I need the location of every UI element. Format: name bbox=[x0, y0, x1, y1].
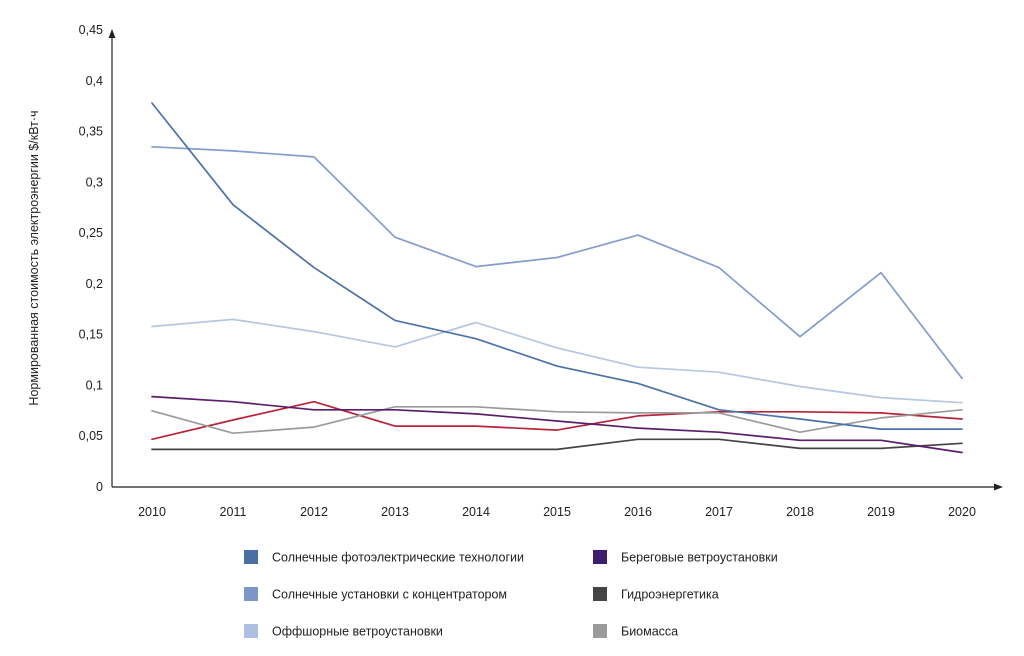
legend-label: Оффшорные ветроустановки bbox=[272, 625, 443, 639]
series-line bbox=[151, 145, 963, 380]
y-tick-label: 0,15 bbox=[79, 328, 103, 342]
y-tick-label: 0,4 bbox=[86, 74, 103, 88]
y-tick-label: 0,1 bbox=[86, 378, 103, 392]
legend: Солнечные фотоэлектрические технологии Со… bbox=[244, 550, 778, 639]
x-tick-label: 2014 bbox=[462, 505, 490, 519]
x-tick-label: 2011 bbox=[220, 505, 247, 519]
y-axis-label: Нормированная стоимость электроэнергии $… bbox=[27, 110, 41, 405]
y-tick-label: 0,2 bbox=[86, 277, 103, 291]
y-tick-label: 0,05 bbox=[79, 429, 103, 443]
x-axis-arrow bbox=[994, 483, 1003, 491]
legend-item: Солнечные фотоэлектрические технологии bbox=[244, 550, 524, 565]
legend-label: Солнечные фотоэлектрические технологии bbox=[272, 551, 524, 565]
x-tick-label: 2013 bbox=[381, 505, 409, 519]
series-line bbox=[151, 318, 963, 404]
series-line bbox=[151, 102, 963, 430]
x-tick-label: 2012 bbox=[300, 505, 328, 519]
legend-item: Биомасса bbox=[593, 624, 678, 639]
chart-axes bbox=[108, 29, 1003, 491]
legend-label: Береговые ветроустановки bbox=[621, 551, 778, 565]
legend-label: Гидроэнергетика bbox=[621, 588, 719, 602]
legend-swatch bbox=[593, 550, 607, 564]
legend-swatch bbox=[593, 624, 607, 638]
x-tick-label: 2010 bbox=[138, 505, 166, 519]
legend-swatch bbox=[244, 624, 258, 638]
x-axis-ticks: 2010 2011 2012 2013 2014 2015 2016 2017 2018 2019… bbox=[138, 505, 976, 519]
y-axis-arrow bbox=[108, 29, 116, 38]
legend-item: Береговые ветроустановки bbox=[593, 550, 778, 565]
y-axis-ticks: 0 0,05 0,1 0,15 0,2 0,25 0,3 0,35 0,4 0,45 bbox=[79, 23, 103, 494]
legend-item: Гидроэнергетика bbox=[593, 587, 719, 602]
x-tick-label: 2019 bbox=[867, 505, 895, 519]
series-line bbox=[151, 438, 963, 451]
legend-swatch bbox=[593, 587, 607, 601]
y-tick-label: 0 bbox=[96, 480, 103, 494]
legend-item: Солнечные установки с концентратором bbox=[244, 587, 507, 602]
legend-swatch bbox=[244, 550, 258, 564]
x-tick-label: 2015 bbox=[543, 505, 571, 519]
y-tick-label: 0,25 bbox=[79, 226, 103, 240]
x-tick-label: 2017 bbox=[705, 505, 733, 519]
x-tick-label: 2018 bbox=[786, 505, 814, 519]
x-tick-label: 2016 bbox=[624, 505, 652, 519]
y-tick-label: 0,45 bbox=[79, 23, 103, 37]
series-line bbox=[151, 395, 963, 454]
x-tick-label: 2020 bbox=[948, 505, 976, 519]
series-line bbox=[151, 405, 963, 435]
y-tick-label: 0,35 bbox=[79, 125, 103, 139]
legend-item: Оффшорные ветроустановки bbox=[244, 624, 443, 639]
legend-label: Биомасса bbox=[621, 625, 678, 639]
y-tick-label: 0,3 bbox=[86, 175, 103, 189]
series-lines bbox=[151, 102, 963, 454]
legend-swatch bbox=[244, 587, 258, 601]
legend-label: Солнечные установки с концентратором bbox=[272, 588, 507, 602]
